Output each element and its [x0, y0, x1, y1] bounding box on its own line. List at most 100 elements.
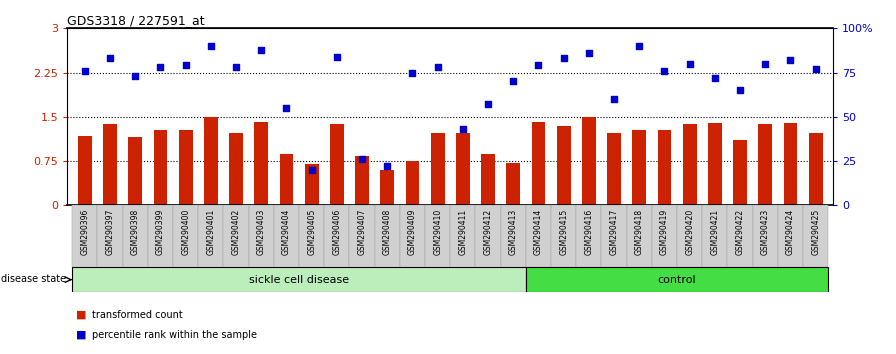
- Point: [203, 43, 218, 49]
- Bar: [506, 163, 521, 205]
- Point: [305, 167, 319, 173]
- Point: [153, 64, 168, 70]
- Point: [683, 61, 697, 67]
- Point: [783, 57, 797, 63]
- Bar: [526, 205, 551, 267]
- Bar: [305, 164, 319, 205]
- Bar: [450, 205, 476, 267]
- Text: GSM290416: GSM290416: [584, 209, 593, 255]
- Text: GSM290418: GSM290418: [634, 209, 643, 255]
- Text: GSM290413: GSM290413: [509, 209, 518, 255]
- Text: GSM290417: GSM290417: [609, 209, 618, 255]
- Bar: [103, 124, 117, 205]
- Point: [481, 102, 495, 107]
- Bar: [753, 205, 778, 267]
- Point: [254, 47, 269, 52]
- Bar: [78, 136, 91, 205]
- Text: GSM290414: GSM290414: [534, 209, 543, 255]
- Bar: [153, 130, 168, 205]
- Point: [506, 79, 521, 84]
- Bar: [803, 205, 828, 267]
- Bar: [576, 205, 601, 267]
- Point: [430, 64, 444, 70]
- Bar: [551, 205, 576, 267]
- Text: percentile rank within the sample: percentile rank within the sample: [92, 330, 257, 339]
- Bar: [526, 267, 828, 292]
- Bar: [702, 205, 728, 267]
- Bar: [476, 205, 501, 267]
- Bar: [128, 137, 142, 205]
- Point: [658, 68, 672, 74]
- Bar: [425, 205, 450, 267]
- Bar: [683, 125, 696, 205]
- Text: GSM290401: GSM290401: [206, 209, 215, 255]
- Bar: [556, 126, 571, 205]
- Text: GSM290421: GSM290421: [711, 209, 719, 255]
- Bar: [456, 133, 470, 205]
- Text: GSM290400: GSM290400: [181, 209, 190, 255]
- Text: GSM290422: GSM290422: [736, 209, 745, 255]
- Bar: [299, 205, 324, 267]
- Bar: [677, 205, 702, 267]
- Point: [178, 63, 193, 68]
- Bar: [778, 205, 803, 267]
- Bar: [652, 205, 677, 267]
- Bar: [582, 117, 596, 205]
- Text: GSM290420: GSM290420: [685, 209, 694, 255]
- Point: [607, 96, 621, 102]
- Text: GSM290423: GSM290423: [761, 209, 770, 255]
- Point: [632, 43, 646, 49]
- Bar: [280, 154, 293, 205]
- Bar: [733, 141, 747, 205]
- Text: GSM290410: GSM290410: [433, 209, 442, 255]
- Point: [355, 156, 369, 162]
- Point: [456, 126, 470, 132]
- Text: GDS3318 / 227591_at: GDS3318 / 227591_at: [67, 14, 205, 27]
- Point: [228, 64, 243, 70]
- Bar: [178, 130, 193, 205]
- Point: [758, 61, 772, 67]
- Bar: [355, 156, 369, 205]
- Text: GSM290412: GSM290412: [484, 209, 493, 255]
- Bar: [400, 205, 425, 267]
- Text: control: control: [658, 275, 696, 285]
- Bar: [375, 205, 400, 267]
- Text: ■: ■: [76, 310, 87, 320]
- Bar: [73, 267, 526, 292]
- Bar: [531, 121, 546, 205]
- Point: [78, 68, 92, 74]
- Bar: [223, 205, 248, 267]
- Bar: [601, 205, 626, 267]
- Point: [733, 87, 747, 93]
- Bar: [204, 117, 218, 205]
- Text: GSM290415: GSM290415: [559, 209, 568, 255]
- Point: [808, 66, 823, 72]
- Bar: [783, 123, 797, 205]
- Bar: [123, 205, 148, 267]
- Bar: [708, 123, 722, 205]
- Point: [380, 164, 394, 169]
- Point: [582, 50, 596, 56]
- Bar: [633, 130, 646, 205]
- Point: [330, 54, 344, 59]
- Bar: [349, 205, 375, 267]
- Point: [128, 73, 142, 79]
- Text: disease state: disease state: [1, 274, 66, 284]
- Bar: [626, 205, 652, 267]
- Bar: [324, 205, 349, 267]
- Text: GSM290402: GSM290402: [231, 209, 240, 255]
- Bar: [73, 205, 98, 267]
- Text: GSM290424: GSM290424: [786, 209, 795, 255]
- Text: GSM290396: GSM290396: [81, 209, 90, 255]
- Text: GSM290408: GSM290408: [383, 209, 392, 255]
- Text: GSM290407: GSM290407: [358, 209, 366, 255]
- Text: GSM290404: GSM290404: [282, 209, 291, 255]
- Point: [405, 70, 419, 75]
- Bar: [607, 133, 621, 205]
- Text: GSM290409: GSM290409: [408, 209, 417, 255]
- Bar: [501, 205, 526, 267]
- Text: GSM290403: GSM290403: [257, 209, 266, 255]
- Bar: [758, 125, 772, 205]
- Bar: [254, 121, 268, 205]
- Bar: [406, 161, 419, 205]
